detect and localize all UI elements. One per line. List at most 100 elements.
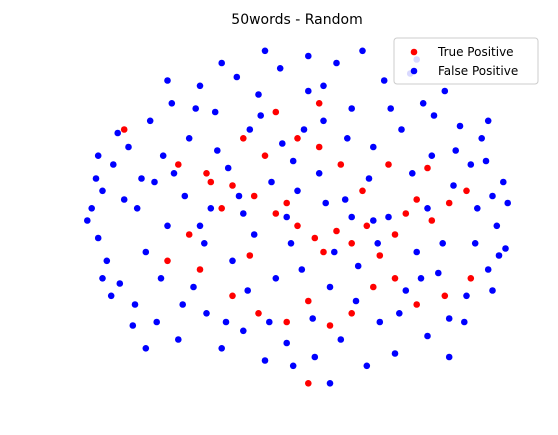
false-positive-point xyxy=(478,135,486,142)
false-positive-point xyxy=(484,117,492,125)
false-positive-point xyxy=(489,192,496,200)
false-positive-point xyxy=(333,59,340,67)
false-positive-point xyxy=(272,275,280,282)
false-positive-point xyxy=(445,353,453,361)
false-positive-point xyxy=(287,240,295,247)
plot-points xyxy=(84,47,512,387)
false-positive-point xyxy=(341,196,349,203)
true-positive-point xyxy=(203,170,210,177)
false-positive-point xyxy=(196,222,204,230)
false-positive-point xyxy=(92,175,100,182)
false-positive-point xyxy=(500,178,507,186)
true-positive-point xyxy=(218,205,225,212)
false-positive-point xyxy=(110,161,117,168)
false-positive-point xyxy=(289,362,297,370)
false-positive-point xyxy=(229,257,236,265)
false-positive-point xyxy=(445,315,453,322)
true-positive-point xyxy=(294,222,301,230)
true-positive-point xyxy=(272,108,280,116)
false-positive-point xyxy=(424,205,431,212)
legend-marker-true-positive xyxy=(410,48,418,56)
false-positive-point xyxy=(354,262,362,270)
false-positive-point xyxy=(255,91,262,98)
false-positive-point xyxy=(471,240,479,247)
true-positive-point xyxy=(376,252,384,259)
false-positive-point xyxy=(305,87,312,95)
true-positive-point xyxy=(445,199,453,207)
true-positive-point xyxy=(120,126,128,133)
false-positive-point xyxy=(467,161,475,168)
false-positive-point xyxy=(185,135,193,142)
legend-marker-false-positive xyxy=(410,67,418,75)
true-positive-point xyxy=(283,199,291,207)
false-positive-point xyxy=(409,170,416,177)
false-positive-point xyxy=(279,140,286,147)
false-positive-point xyxy=(240,327,247,335)
false-positive-point xyxy=(374,240,382,247)
false-positive-point xyxy=(125,143,132,151)
false-positive-point xyxy=(99,275,106,282)
true-positive-point xyxy=(413,196,421,203)
false-positive-point xyxy=(214,147,221,154)
false-positive-point xyxy=(309,315,317,322)
true-positive-point xyxy=(363,222,371,230)
false-positive-point xyxy=(348,105,356,112)
false-positive-point xyxy=(240,210,247,217)
false-positive-point xyxy=(157,275,165,282)
true-positive-point xyxy=(283,318,291,326)
true-positive-point xyxy=(250,192,258,200)
true-positive-point xyxy=(441,292,449,300)
false-positive-point xyxy=(315,170,323,177)
false-positive-point xyxy=(413,248,421,256)
false-positive-point xyxy=(294,187,301,195)
true-positive-point xyxy=(207,178,215,186)
true-positive-point xyxy=(246,252,254,259)
false-positive-point xyxy=(461,318,468,326)
false-positive-point xyxy=(257,112,265,119)
false-positive-point xyxy=(456,122,464,130)
false-positive-point xyxy=(116,280,124,287)
true-positive-point xyxy=(261,152,269,159)
false-positive-point xyxy=(359,47,366,55)
false-positive-point xyxy=(222,318,230,326)
false-positive-point xyxy=(131,301,139,308)
false-positive-point xyxy=(170,170,178,177)
true-positive-point xyxy=(385,161,392,168)
false-positive-point xyxy=(179,301,186,308)
false-positive-point xyxy=(164,77,171,84)
false-positive-point xyxy=(398,126,405,133)
false-positive-point xyxy=(474,205,481,212)
false-positive-point xyxy=(402,287,410,294)
false-positive-point xyxy=(218,345,225,352)
true-positive-point xyxy=(348,240,356,247)
false-positive-point xyxy=(153,318,160,326)
false-positive-point xyxy=(419,100,427,107)
true-positive-point xyxy=(315,100,323,107)
false-positive-point xyxy=(142,248,150,256)
true-positive-point xyxy=(413,301,421,308)
false-positive-point xyxy=(218,59,225,67)
false-positive-point xyxy=(417,275,425,282)
false-positive-point xyxy=(289,157,297,165)
false-positive-point xyxy=(376,318,384,326)
true-positive-point xyxy=(294,135,301,142)
legend-box xyxy=(393,37,539,85)
false-positive-point xyxy=(298,266,306,273)
false-positive-point xyxy=(463,292,470,300)
false-positive-point xyxy=(203,310,210,317)
false-positive-point xyxy=(133,205,141,212)
false-positive-point xyxy=(495,252,503,259)
false-positive-point xyxy=(224,164,232,172)
false-positive-point xyxy=(261,357,269,364)
true-positive-point xyxy=(402,210,410,217)
false-positive-point xyxy=(151,178,158,186)
false-positive-point xyxy=(435,269,442,277)
true-positive-point xyxy=(255,310,262,317)
false-positive-point xyxy=(363,362,371,370)
true-positive-point xyxy=(229,182,236,189)
true-positive-point xyxy=(467,275,475,282)
false-positive-point xyxy=(146,117,154,125)
false-positive-point xyxy=(192,105,199,112)
false-positive-point xyxy=(493,222,501,230)
